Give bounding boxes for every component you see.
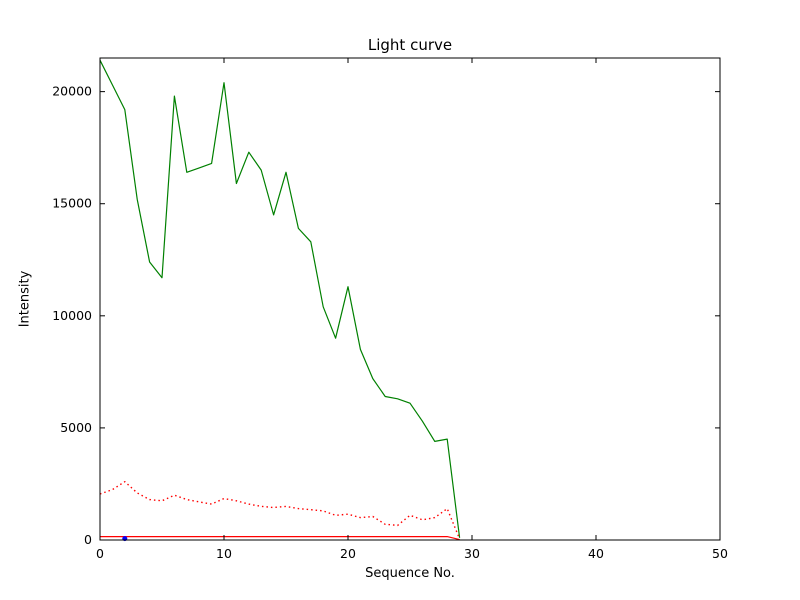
y-tick-label: 15000 <box>52 196 92 211</box>
series-baseline-line <box>100 535 460 541</box>
series-background-intensity-line <box>99 481 461 540</box>
y-tick-label: 0 <box>84 532 92 547</box>
x-tick-label: 40 <box>588 546 604 561</box>
y-tick-label: 5000 <box>60 420 92 435</box>
x-tick-label: 10 <box>216 546 232 561</box>
axes-frame <box>99 57 721 541</box>
chart-title: Light curve <box>367 36 453 54</box>
x-tick-label: 0 <box>96 546 104 561</box>
x-tick-label: 20 <box>340 546 356 561</box>
x-tick-label: 30 <box>464 546 480 561</box>
x-tick-label: 50 <box>712 546 728 561</box>
y-tick-label: 20000 <box>52 84 92 99</box>
x-axis-label: Sequence No. <box>365 566 455 581</box>
y-tick-label: 10000 <box>52 308 92 323</box>
series-main-intensity-line <box>99 59 461 538</box>
